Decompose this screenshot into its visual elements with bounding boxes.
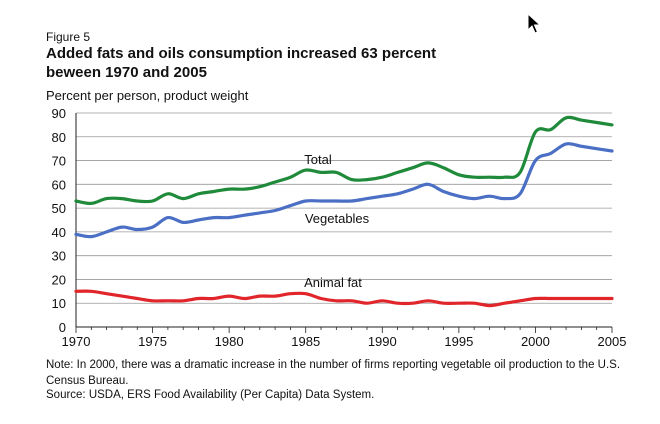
series-line-animal-fat [74,289,614,308]
y-tick-label-0: 0 [59,320,66,335]
series-line-total [74,115,614,206]
y-tick-label-60: 60 [52,177,66,192]
x-tick-label-1975: 1975 [138,334,167,349]
y-tick-label-10: 10 [52,296,66,311]
y-tick-label-70: 70 [52,154,66,169]
series-line-vegetables [74,142,614,239]
x-tick-label-1990: 1990 [368,334,397,349]
series-label-animal-fat: Animal fat [304,275,362,290]
chart-title-line-2: beween 1970 and 2005 [46,64,207,81]
x-tick-label-1970: 1970 [62,334,91,349]
y-tick-label-30: 30 [52,249,66,264]
chart-note: Note: In 2000, there was a dramatic incr… [46,359,621,387]
series-label-vegetables: Vegetables [305,211,370,226]
mouse-cursor-icon [527,13,541,34]
chart-source: Source: USDA, ERS Food Availability (Per… [46,389,375,401]
y-tick-label-50: 50 [52,201,66,216]
x-tick-label-2000: 2000 [521,334,550,349]
chart-title-line-1: Added fats and oils consumption increase… [46,45,437,62]
y-tick-label-80: 80 [52,130,66,145]
x-tick-label-1995: 1995 [444,334,473,349]
y-tick-label-40: 40 [52,225,66,240]
y-tick-label-90: 90 [52,106,66,121]
x-tick-label-1985: 1985 [291,334,320,349]
series-label-total: Total [304,152,332,167]
y-tick-label-20: 20 [52,272,66,287]
chart-title: Added fats and oils consumption increase… [46,44,526,82]
figure-label: Figure 5 [46,30,91,44]
chart-subtitle: Percent per person, product weight [46,88,249,103]
x-tick-label-1980: 1980 [215,334,244,349]
x-tick-label-2005: 2005 [598,334,627,349]
